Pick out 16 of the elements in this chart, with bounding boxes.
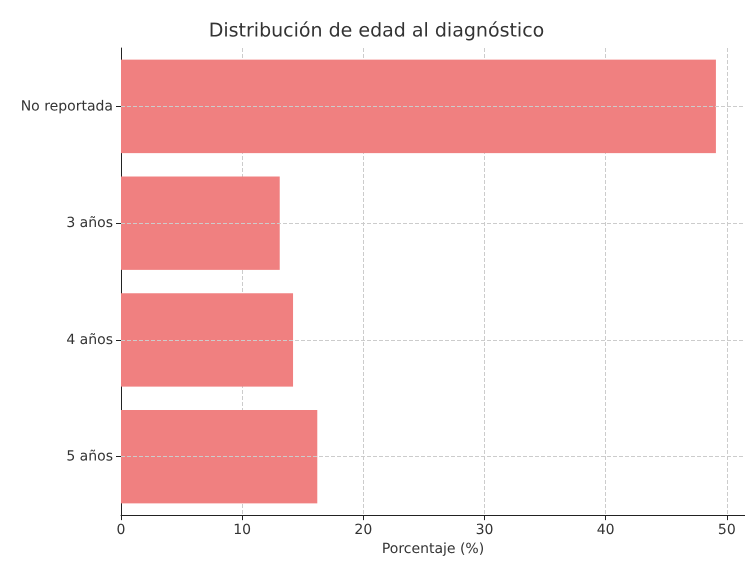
bar — [121, 410, 318, 504]
x-tick-label: 0 — [116, 522, 126, 538]
bar — [121, 176, 280, 270]
x-tick-label: 20 — [354, 522, 372, 538]
y-tick-label: 4 años — [66, 332, 113, 348]
bar — [121, 293, 294, 387]
bar — [121, 60, 716, 154]
y-tick-label: 5 años — [66, 448, 113, 465]
x-axis-title: Porcentaje (%) — [382, 541, 484, 557]
y-tick-label: 3 años — [66, 215, 113, 232]
chart-title: Distribución de edad al diagnóstico — [208, 20, 544, 42]
x-tick-label: 50 — [718, 522, 736, 538]
x-tick-label: 10 — [233, 522, 252, 538]
y-tick-label: No reportada — [20, 98, 113, 114]
x-tick-label: 40 — [596, 522, 615, 538]
x-tick-label: 30 — [476, 522, 494, 538]
